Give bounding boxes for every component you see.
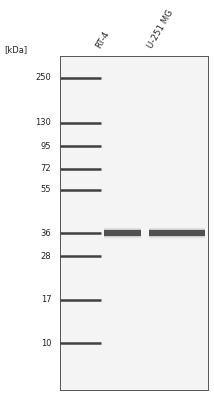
Text: 95: 95 [41, 142, 51, 151]
Text: 55: 55 [41, 185, 51, 194]
Text: 17: 17 [41, 295, 51, 304]
Text: RT-4: RT-4 [94, 30, 111, 50]
Text: 250: 250 [36, 73, 51, 82]
Text: 130: 130 [36, 118, 51, 127]
Text: [kDa]: [kDa] [4, 45, 27, 54]
Text: 72: 72 [41, 164, 51, 173]
Text: 36: 36 [41, 228, 51, 238]
Text: 28: 28 [41, 252, 51, 261]
Text: 10: 10 [41, 339, 51, 348]
Text: U-251 MG: U-251 MG [146, 8, 175, 50]
